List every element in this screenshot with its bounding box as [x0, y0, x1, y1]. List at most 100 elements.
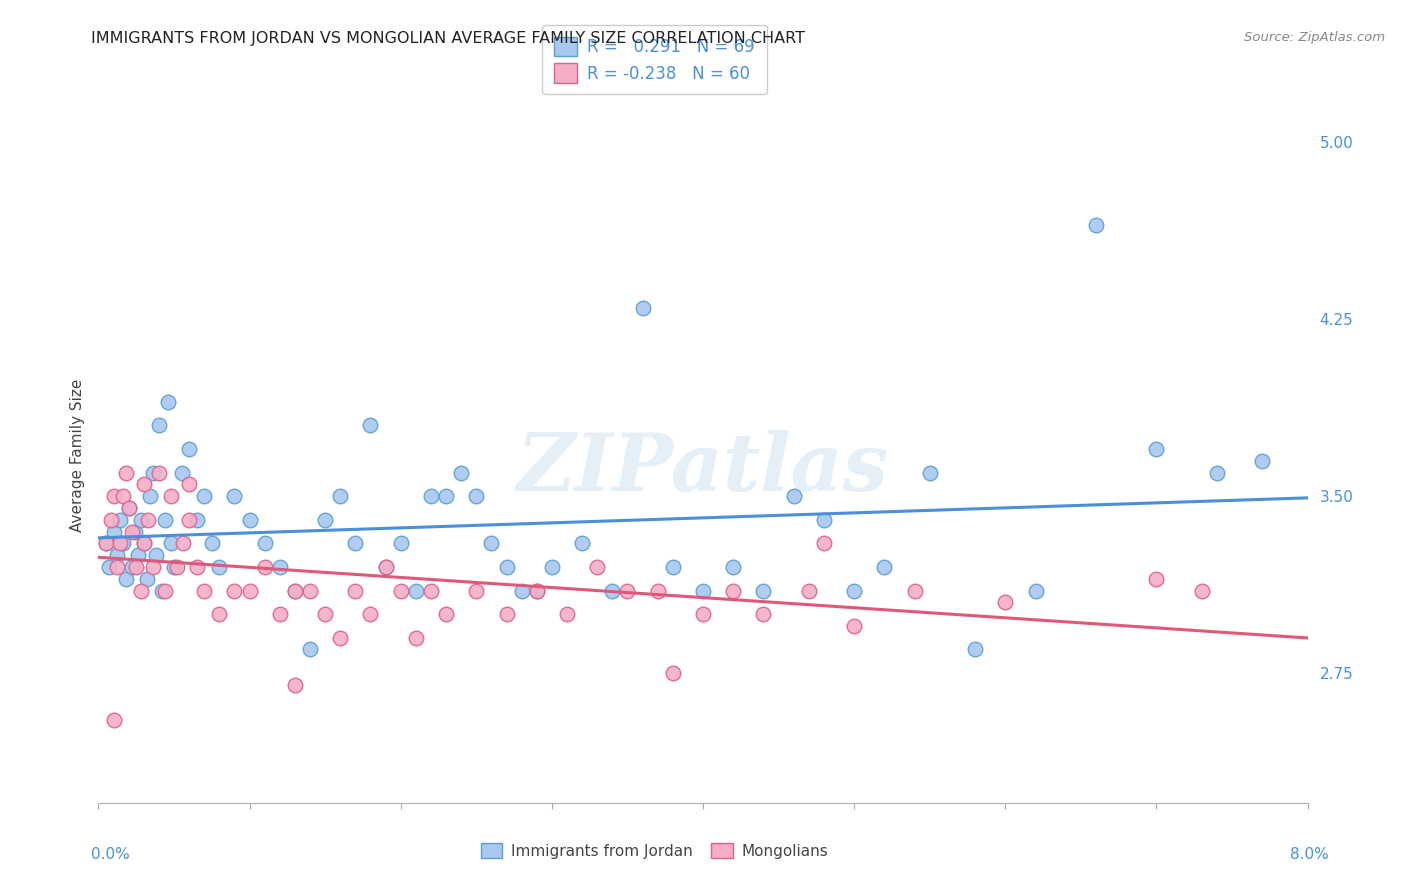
Point	[98, 560, 121, 574]
Legend: Immigrants from Jordan, Mongolians: Immigrants from Jordan, Mongolians	[475, 837, 835, 864]
Point	[329, 489, 352, 503]
Text: IMMIGRANTS FROM JORDAN VS MONGOLIAN AVERAGE FAMILY SIZE CORRELATION CHART: IMMIGRANTS FROM JORDAN VS MONGOLIAN AVER…	[91, 31, 806, 46]
Point	[201, 536, 224, 550]
Point	[420, 583, 443, 598]
Point	[526, 583, 548, 598]
Point	[105, 548, 128, 562]
Text: 0.0%: 0.0%	[91, 847, 131, 862]
Point	[135, 572, 157, 586]
Point	[495, 607, 517, 621]
Point	[111, 536, 134, 550]
Text: Source: ZipAtlas.com: Source: ZipAtlas.com	[1244, 31, 1385, 45]
Point	[314, 513, 336, 527]
Point	[360, 607, 382, 621]
Point	[813, 513, 835, 527]
Point	[844, 583, 866, 598]
Point	[132, 536, 155, 550]
Point	[269, 607, 291, 621]
Point	[186, 560, 208, 574]
Point	[139, 489, 162, 503]
Point	[136, 513, 159, 527]
Point	[163, 560, 186, 574]
Point	[253, 536, 276, 550]
Point	[420, 489, 443, 503]
Point	[142, 560, 165, 574]
Point	[692, 583, 714, 598]
Point	[284, 678, 307, 692]
Point	[797, 583, 820, 598]
Point	[661, 560, 683, 574]
Point	[495, 560, 517, 574]
Point	[434, 607, 457, 621]
Point	[118, 500, 141, 515]
Point	[208, 560, 231, 574]
Point	[284, 583, 307, 598]
Point	[526, 583, 548, 598]
Point	[602, 583, 624, 598]
Point	[1146, 572, 1168, 586]
Point	[148, 418, 170, 433]
Point	[121, 560, 143, 574]
Point	[160, 536, 183, 550]
Point	[752, 583, 775, 598]
Point	[239, 513, 262, 527]
Point	[179, 477, 201, 491]
Text: 8.0%: 8.0%	[1289, 847, 1329, 862]
Point	[344, 536, 367, 550]
Point	[873, 560, 896, 574]
Point	[299, 642, 322, 657]
Point	[114, 466, 136, 480]
Point	[166, 560, 188, 574]
Point	[661, 666, 683, 681]
Point	[208, 607, 231, 621]
Point	[129, 583, 152, 598]
Point	[918, 466, 941, 480]
Point	[160, 489, 183, 503]
Point	[723, 560, 745, 574]
Point	[571, 536, 593, 550]
Point	[100, 513, 122, 527]
Point	[844, 619, 866, 633]
Point	[1191, 583, 1213, 598]
Point	[94, 536, 117, 550]
Point	[813, 536, 835, 550]
Point	[253, 560, 276, 574]
Point	[103, 713, 125, 727]
Point	[994, 595, 1017, 609]
Point	[179, 513, 201, 527]
Point	[783, 489, 806, 503]
Point	[450, 466, 472, 480]
Point	[1146, 442, 1168, 456]
Point	[105, 560, 128, 574]
Point	[186, 513, 208, 527]
Point	[284, 583, 307, 598]
Point	[103, 524, 125, 539]
Point	[434, 489, 457, 503]
Point	[129, 513, 152, 527]
Point	[153, 583, 176, 598]
Point	[314, 607, 336, 621]
Point	[904, 583, 927, 598]
Point	[389, 536, 412, 550]
Point	[224, 583, 246, 598]
Point	[239, 583, 262, 598]
Point	[148, 466, 170, 480]
Point	[114, 572, 136, 586]
Point	[752, 607, 775, 621]
Point	[108, 536, 131, 550]
Point	[965, 642, 987, 657]
Point	[142, 466, 165, 480]
Point	[224, 489, 246, 503]
Point	[193, 489, 215, 503]
Point	[344, 583, 367, 598]
Point	[374, 560, 396, 574]
Point	[1251, 454, 1274, 468]
Point	[121, 524, 143, 539]
Point	[586, 560, 609, 574]
Point	[465, 489, 488, 503]
Point	[1206, 466, 1229, 480]
Point	[103, 489, 125, 503]
Point	[481, 536, 503, 550]
Point	[329, 631, 352, 645]
Point	[389, 583, 412, 598]
